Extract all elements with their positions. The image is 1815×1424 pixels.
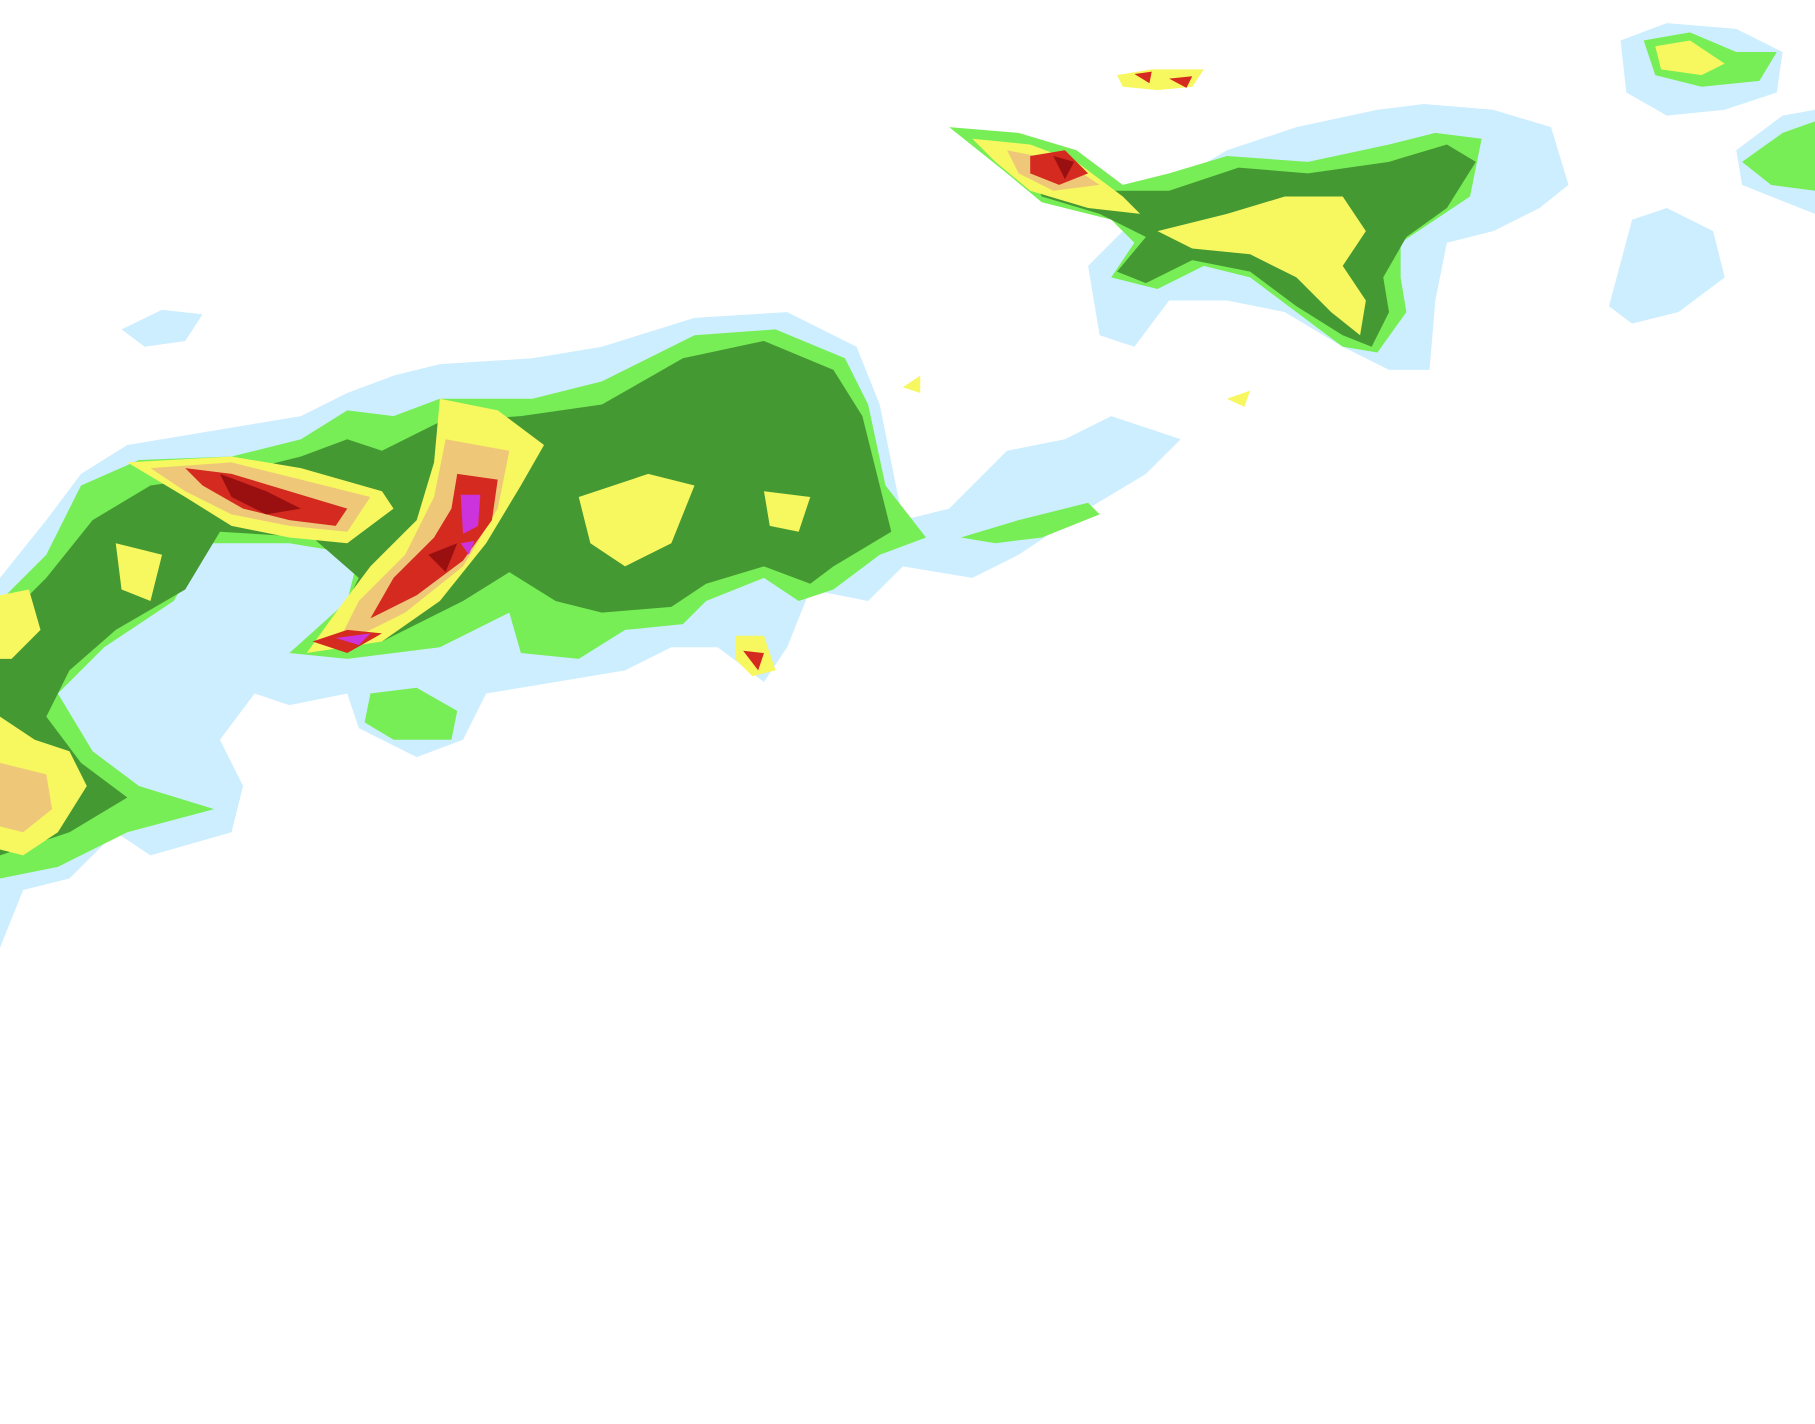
precip-area <box>121 309 203 347</box>
precip-area <box>1117 69 1204 91</box>
precip-layer-intense <box>219 156 1075 573</box>
precip-area <box>743 650 764 671</box>
precip-area <box>0 762 53 833</box>
precip-area <box>1655 40 1725 76</box>
precip-area <box>1134 71 1152 84</box>
precip-layer-extreme <box>335 494 481 645</box>
precip-area <box>1226 390 1251 407</box>
precip-area <box>578 473 695 567</box>
precip-area <box>1608 208 1725 324</box>
precip-area <box>460 494 481 534</box>
precip-area <box>902 375 921 393</box>
precip-area <box>960 502 1100 544</box>
precip-area <box>428 543 458 573</box>
precip-area <box>364 687 458 740</box>
precip-area <box>460 540 475 555</box>
precip-area <box>115 543 163 602</box>
precip-area <box>219 473 301 515</box>
precip-area <box>763 491 811 532</box>
precip-area <box>0 589 41 659</box>
precip-area <box>1169 76 1193 88</box>
precip-area <box>0 340 892 856</box>
precip-area <box>1742 121 1815 191</box>
precip-area <box>1053 156 1075 180</box>
precip-area <box>1157 196 1366 336</box>
